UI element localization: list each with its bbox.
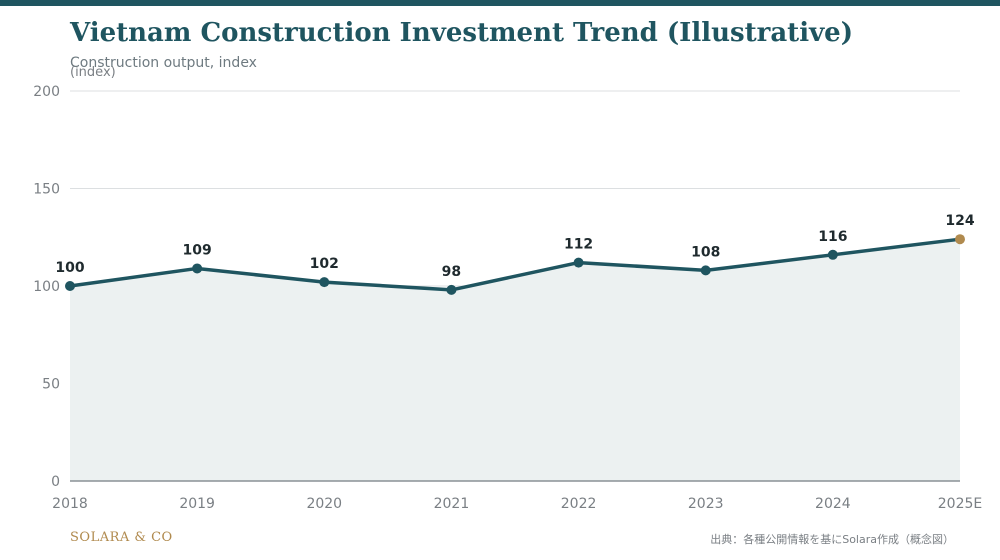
axes: 0 50 100 150 200 (index) 2018 2019 2020 2021 2022 2… [33,65,982,512]
y-axis-label: (index) [70,65,116,80]
x-tick-label: 2022 [561,496,597,512]
data-point [192,263,203,274]
data-label: 108 [691,244,720,260]
area-fill [70,239,960,481]
y-tick-label: 200 [33,84,60,100]
data-points [65,234,965,295]
series-line [68,237,962,292]
brand-logo-text: SOLARA & CO [70,530,173,545]
y-tick-label: 150 [33,182,60,198]
data-label: 116 [818,229,847,245]
data-label: 112 [564,237,593,253]
data-labels: 100 109 102 98 112 108 116 124 [55,213,974,280]
data-label: 102 [310,256,339,272]
area-under-line [70,239,960,481]
x-tick-label: 2025E [938,496,982,512]
y-tick-label: 0 [51,474,60,490]
data-point-highlight [955,234,965,245]
data-point [827,249,838,260]
source-note: 出典：各種公開情報を基にSolara作成（概念図） [710,533,954,546]
y-tick-label: 50 [42,377,60,393]
x-tick-label: 2021 [434,496,470,512]
data-label: 98 [442,264,461,280]
x-tick-label: 2020 [306,496,342,512]
data-label: 109 [183,242,212,258]
data-point [700,265,711,276]
y-tick-label: 100 [33,279,60,295]
x-tick-label: 2023 [688,496,724,512]
data-label: 100 [55,260,84,276]
x-tick-label: 2018 [52,496,88,512]
data-label: 124 [945,213,974,229]
data-point [573,257,584,268]
data-point [319,277,330,288]
chart-title: Vietnam Construction Investment Trend (I… [70,18,854,48]
data-point [65,281,75,291]
top-accent-bar [0,0,1000,6]
chart-subtitle: Construction output, index [70,55,257,71]
x-tick-label: 2024 [815,496,851,512]
data-point [446,284,457,295]
x-tick-label: 2019 [179,496,215,512]
series-line-group [68,237,962,292]
